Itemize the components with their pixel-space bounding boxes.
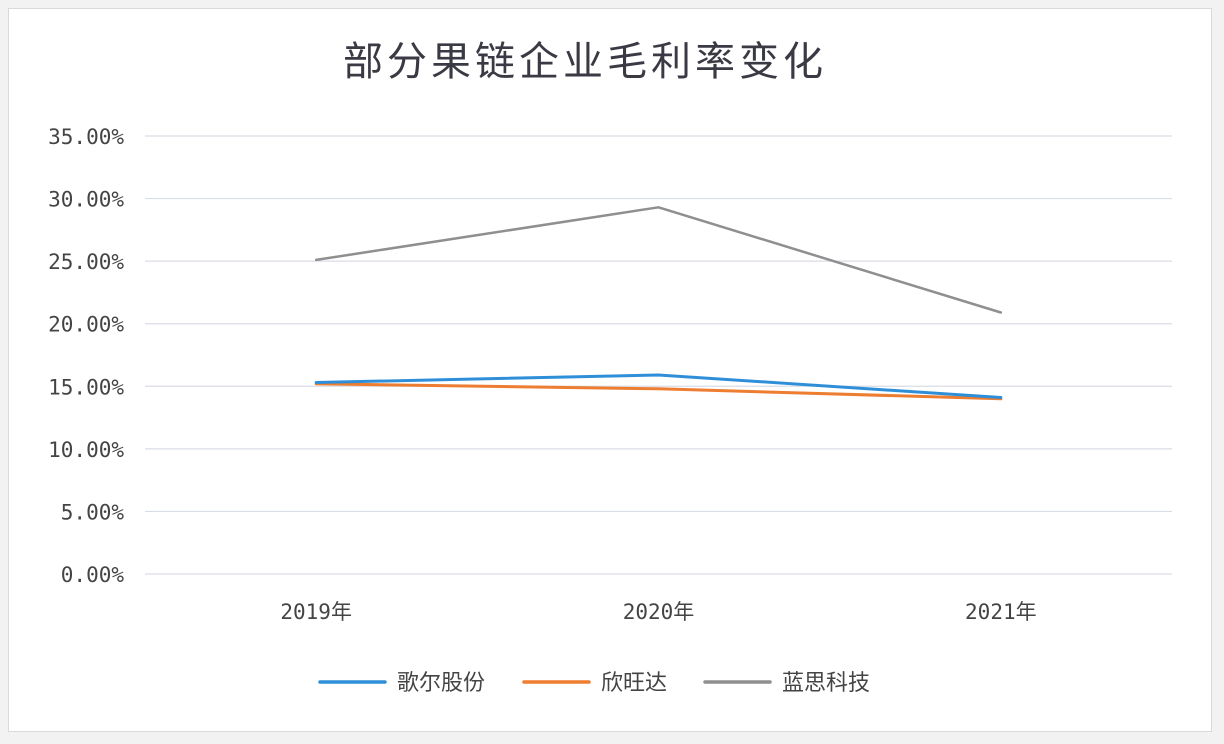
legend-label: 蓝思科技 (782, 671, 870, 696)
y-tick-label: 20.00% (48, 313, 124, 337)
series-lines (314, 206, 1003, 401)
chart-frame (8, 8, 1212, 732)
y-tick-label: 10.00% (48, 438, 124, 462)
legend-label: 欣旺达 (601, 671, 667, 696)
y-tick-label: 15.00% (48, 375, 124, 399)
y-tick-label: 0.00% (61, 563, 125, 587)
series-line-3 (314, 206, 1003, 314)
grid-lines (145, 135, 1172, 575)
y-tick-label: 5.00% (61, 500, 125, 524)
y-tick-label: 30.00% (48, 188, 124, 212)
x-tick-label: 2021年 (965, 600, 1037, 624)
x-tick-label: 2019年 (280, 600, 352, 624)
series-line-2 (314, 382, 1003, 401)
legend: 歌尔股份 欣旺达 蓝思科技 (318, 671, 870, 696)
x-tick-label: 2020年 (623, 600, 695, 624)
series-line-1 (314, 373, 1003, 399)
chart-title: 部分果链企业毛利率变化 (343, 39, 827, 85)
y-tick-label: 25.00% (48, 250, 124, 274)
x-axis-ticks: 2019年 2020年 2021年 (280, 600, 1036, 624)
y-tick-label: 35.00% (48, 125, 124, 149)
y-axis-ticks: 0.00% 5.00% 10.00% 15.00% 20.00% 25.00% 30.00%… (48, 125, 124, 587)
legend-label: 歌尔股份 (397, 671, 485, 696)
